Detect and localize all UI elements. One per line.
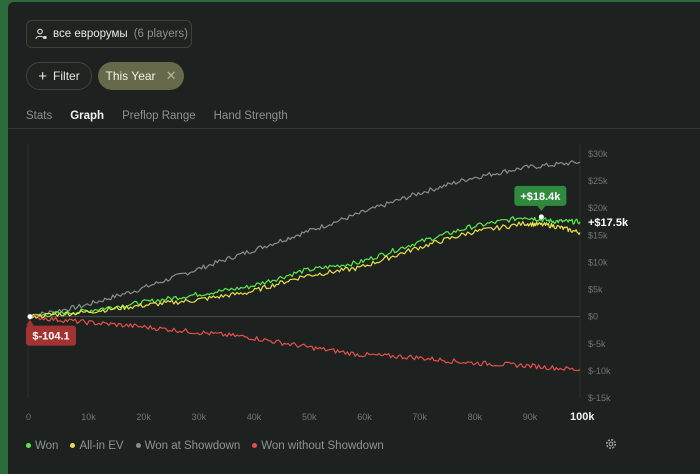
- close-icon[interactable]: ✕: [165, 68, 177, 83]
- tab-divider: [8, 128, 700, 129]
- gear-icon[interactable]: [604, 437, 618, 451]
- legend-noshowdown[interactable]: Won without Showdown: [252, 440, 384, 452]
- x-tick-label: 10k: [81, 412, 96, 422]
- legend-allin[interactable]: All-in EV: [70, 440, 124, 452]
- x-tick-label: 90k: [523, 412, 538, 422]
- chart-legend: Won All-in EV Won at Showdown Won withou…: [26, 440, 384, 452]
- legend-noshowdown-dot: [252, 443, 258, 449]
- final-value-label: +$17.5k: [588, 217, 629, 229]
- filter-label: Filter: [53, 69, 80, 83]
- peak-badge: [514, 185, 567, 206]
- legend-showdown[interactable]: Won at Showdown: [135, 440, 241, 452]
- y-tick-label: $30k: [588, 149, 608, 159]
- tab-graph[interactable]: Graph: [70, 110, 105, 122]
- x-tick-label: 40k: [247, 412, 262, 422]
- this-year-chip[interactable]: This Year ✕: [98, 62, 184, 90]
- series-showdown-line: [27, 160, 581, 319]
- legend-won[interactable]: Won: [26, 440, 58, 452]
- y-tick-label: $-15k: [588, 393, 611, 403]
- y-tick-label: $25k: [588, 176, 608, 186]
- hover-point-marker: [538, 214, 544, 220]
- tab-bar: Stats Graph Preflop Range Hand Strength: [26, 110, 288, 122]
- tab-hand-strength[interactable]: Hand Strength: [213, 110, 288, 122]
- player-count: (6 players): [133, 28, 189, 40]
- y-tick-label: $0: [588, 312, 598, 322]
- legend-noshowdown-label: Won without Showdown: [261, 440, 384, 452]
- x-tick-label: 0: [26, 412, 31, 422]
- legend-won-dot: [26, 443, 31, 449]
- y-tick-label: $10k: [588, 257, 608, 267]
- start-point-marker: [27, 314, 33, 320]
- tab-preflop-range[interactable]: Preflop Range: [122, 110, 196, 122]
- plus-icon: +: [38, 67, 48, 85]
- start-badge-pointer: [26, 319, 34, 326]
- x-tick-label: 100k: [570, 411, 595, 423]
- player-name: все еврорумы: [53, 28, 128, 40]
- peak-badge-pointer: [537, 205, 546, 211]
- start-badge: [26, 325, 76, 346]
- x-tick-label: 70k: [412, 412, 427, 422]
- y-tick-label: $5k: [588, 285, 603, 295]
- legend-allin-dot: [70, 443, 76, 449]
- series-allin-line: [27, 221, 581, 319]
- filter-button[interactable]: + Filter: [26, 62, 92, 90]
- legend-allin-label: All-in EV: [79, 440, 124, 452]
- legend-showdown-dot: [135, 443, 141, 449]
- x-tick-label: 80k: [468, 412, 483, 422]
- tab-stats[interactable]: Stats: [26, 110, 53, 122]
- x-tick-label: 60k: [357, 412, 372, 422]
- user-icon: [35, 28, 47, 40]
- player-selector[interactable]: все еврорумы (6 players): [26, 20, 192, 48]
- y-tick-label: $-5k: [588, 339, 606, 349]
- x-tick-label: 30k: [192, 412, 207, 422]
- x-tick-label: 20k: [136, 412, 151, 422]
- peak-badge-label: +$18.4k: [520, 191, 561, 203]
- y-tick-label: $20k: [588, 203, 608, 213]
- series-noshowdown-line: [27, 314, 581, 372]
- series-won-line: [27, 216, 581, 319]
- legend-won-label: Won: [35, 440, 59, 452]
- start-badge-label: $-104.1: [32, 331, 69, 343]
- legend-showdown-label: Won at Showdown: [144, 440, 241, 452]
- year-chip-label: This Year: [105, 69, 156, 83]
- y-tick-label: $15k: [588, 230, 608, 240]
- x-tick-label: 50k: [302, 412, 317, 422]
- y-tick-label: $-10k: [588, 366, 611, 376]
